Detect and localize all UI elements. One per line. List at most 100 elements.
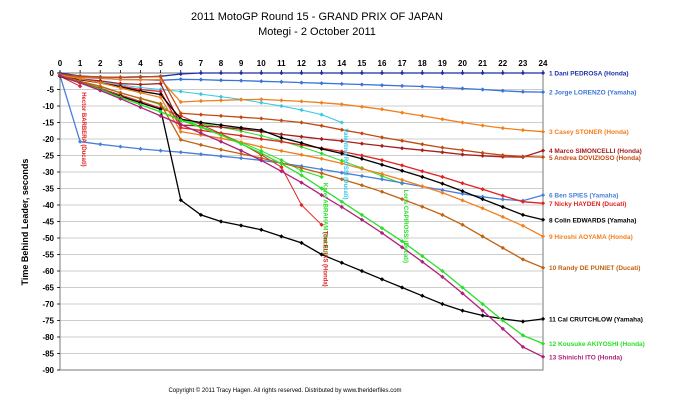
rider-series-point (379, 189, 385, 194)
rider-series-point (460, 188, 465, 194)
y-tick-label: -15 (42, 119, 54, 128)
rider-series-point (299, 134, 304, 139)
rider-series-point (98, 88, 103, 93)
x-tick-label: 5 (158, 59, 163, 68)
rider-series-point (178, 111, 183, 116)
x-tick-label: 10 (257, 59, 266, 68)
rider-series-point (138, 96, 143, 101)
rider-series-point (540, 148, 546, 153)
rider-series-point (399, 245, 405, 250)
rider-series-point (359, 268, 365, 274)
rider-series-point (319, 171, 324, 176)
retired-rider-point (299, 168, 304, 173)
rider-series-point (138, 105, 143, 110)
rider-label: 9 Hiroshi AOYAMA (Honda) (549, 234, 633, 241)
rider-series-point (279, 169, 284, 174)
rider-series-point (520, 127, 526, 133)
rider-series-point (218, 219, 224, 224)
rider-series-point (259, 144, 264, 150)
x-tick-label: 12 (297, 59, 306, 68)
rider-series-point (520, 154, 526, 159)
rider-series-point (299, 173, 304, 178)
rider-series-point (77, 74, 83, 79)
rider-series-point (279, 139, 284, 144)
x-tick-label: 23 (518, 59, 527, 68)
rider-series-point (178, 137, 183, 142)
rider-series-point (420, 204, 425, 209)
rider-series-point (118, 85, 123, 90)
rider-series-point (178, 129, 183, 134)
rider-series-point (198, 130, 204, 136)
rider-series-point (359, 212, 365, 218)
rider-series-point (218, 113, 224, 119)
rider-series-point (77, 139, 83, 144)
rider-series-point (259, 155, 264, 161)
rider-label: 8 Colin EDWARDS (Yamaha) (549, 217, 636, 224)
rider-series-point (158, 95, 163, 100)
retired-rider-point (319, 151, 324, 156)
x-tick-label: 14 (337, 59, 346, 68)
rider-series-point (77, 76, 83, 82)
rider-series-point (540, 129, 546, 134)
rider-series-point (198, 142, 204, 148)
x-tick-label: 15 (357, 59, 366, 68)
rider-series-point (379, 225, 385, 231)
retired-rider-point (198, 91, 204, 97)
x-tick-label: 13 (317, 59, 326, 68)
rider-series-point (359, 217, 365, 222)
rider-series-point (540, 265, 546, 270)
rider-series-point (500, 318, 505, 323)
rider-series-point (238, 223, 244, 228)
rider-series-point (158, 92, 163, 97)
y-tick-label: -40 (42, 201, 54, 210)
rider-series-point (359, 173, 365, 179)
rider-series-point (339, 177, 344, 182)
rider-series-point (158, 107, 163, 112)
y-tick-label: -20 (42, 135, 54, 144)
rider-series-point (420, 293, 425, 298)
rider-series-point (379, 157, 385, 163)
rider-series-point (218, 154, 224, 159)
rider-series-point (540, 316, 546, 322)
retired-rider-point (279, 164, 284, 170)
rider-series-point (198, 125, 204, 130)
y-tick-label: -10 (42, 102, 54, 111)
rider-label: 7 Nicky HAYDEN (Ducati) (549, 201, 626, 208)
rider-series-point (460, 181, 465, 186)
rider-series-point (500, 214, 505, 220)
rider-series-point (480, 301, 485, 307)
rider-series-point (299, 152, 304, 157)
rider-series-point (440, 174, 445, 180)
rider-series-point (379, 177, 385, 182)
rider-series-point (420, 174, 425, 180)
rider-series-point (118, 90, 123, 95)
rider-series-point (279, 234, 284, 239)
rider-series-point (138, 77, 143, 83)
rider-series-point (259, 158, 264, 163)
rider-series-point (480, 234, 485, 239)
x-tick-label: 22 (498, 59, 507, 68)
rider-series-point (339, 204, 344, 210)
rider-series-point (319, 252, 324, 257)
retired-rider-point (218, 94, 224, 99)
retired-rider-label: Karel ABRAHAM (Ducati) (322, 183, 328, 254)
rider-series-point (379, 143, 385, 149)
rider-series-point (460, 152, 465, 157)
rider-series-point (98, 142, 103, 147)
y-tick-label: -55 (42, 251, 54, 260)
rider-series-point (198, 112, 204, 117)
rider-series-point (218, 78, 224, 83)
rider-series-point (259, 227, 264, 232)
rider-series-point (520, 319, 526, 324)
rider-series-point (460, 291, 465, 296)
rider-series-point (379, 230, 385, 236)
rider-series-point (460, 308, 465, 313)
x-tick-label: 24 (539, 59, 548, 68)
y-tick-label: -90 (42, 366, 54, 375)
rider-series-point (500, 204, 505, 210)
rider-series-point (138, 74, 143, 79)
x-tick-label: 20 (458, 59, 467, 68)
y-tick-label: -70 (42, 300, 54, 309)
rider-series-point (339, 170, 344, 175)
rider-series-point (299, 165, 304, 171)
